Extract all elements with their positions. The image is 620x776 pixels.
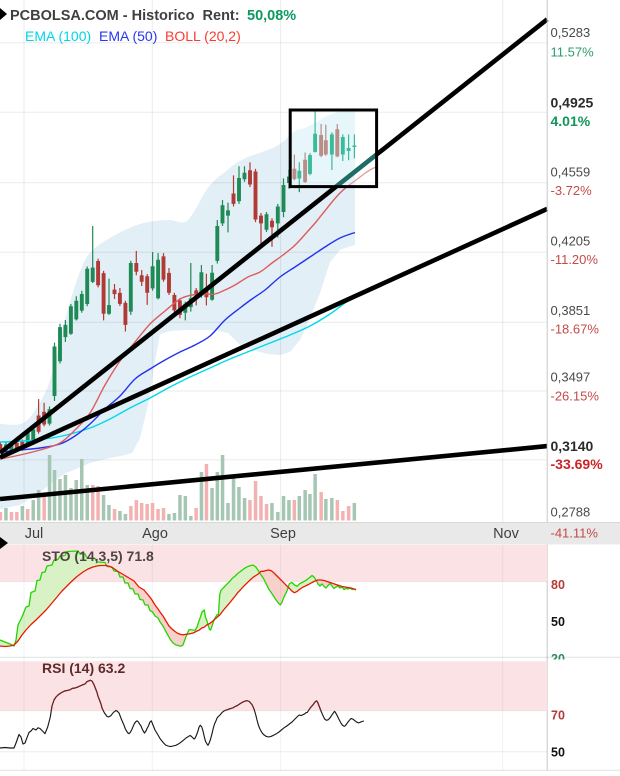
svg-text:80: 80 — [551, 578, 565, 592]
svg-text:50,08%: 50,08% — [247, 8, 296, 24]
svg-text:0,4925: 0,4925 — [551, 94, 594, 110]
svg-text:70: 70 — [551, 709, 565, 723]
svg-text:0,3140: 0,3140 — [551, 438, 594, 454]
svg-text:0,2788: 0,2788 — [551, 505, 591, 520]
svg-text:-26.15%: -26.15% — [551, 389, 600, 404]
svg-text:Nov: Nov — [493, 526, 520, 542]
svg-text:-18.67%: -18.67% — [551, 322, 600, 337]
svg-text:-41.11%: -41.11% — [551, 525, 599, 540]
svg-text:4.01%: 4.01% — [551, 113, 591, 129]
svg-text:0,5283: 0,5283 — [551, 25, 591, 40]
svg-text:0,4205: 0,4205 — [551, 234, 591, 249]
svg-text:BOLL (20,2): BOLL (20,2) — [165, 28, 241, 44]
svg-text:-11.20%: -11.20% — [551, 252, 599, 267]
svg-text:50: 50 — [551, 615, 565, 629]
svg-text:EMA (50): EMA (50) — [99, 28, 157, 44]
svg-text:50: 50 — [551, 746, 565, 760]
svg-text:Jul: Jul — [25, 526, 44, 542]
svg-text:PCBOLSA.COM - Historico Rent:: PCBOLSA.COM - Historico Rent: — [10, 8, 240, 24]
svg-text:0,3851: 0,3851 — [551, 303, 591, 318]
svg-text:-3.72%: -3.72% — [551, 183, 593, 198]
svg-text:Sep: Sep — [270, 526, 296, 542]
svg-text:-33.69%: -33.69% — [551, 456, 604, 472]
svg-text:11.57%: 11.57% — [551, 44, 595, 59]
svg-text:0,3497: 0,3497 — [551, 370, 591, 385]
svg-text:STO (14,3,5) 71.8: STO (14,3,5) 71.8 — [42, 548, 154, 564]
svg-text:EMA (100): EMA (100) — [25, 28, 91, 44]
svg-text:0,4559: 0,4559 — [551, 165, 591, 180]
svg-text:RSI (14) 63.2: RSI (14) 63.2 — [42, 660, 125, 676]
svg-text:Ago: Ago — [142, 526, 168, 542]
svg-text:20: 20 — [551, 652, 565, 666]
